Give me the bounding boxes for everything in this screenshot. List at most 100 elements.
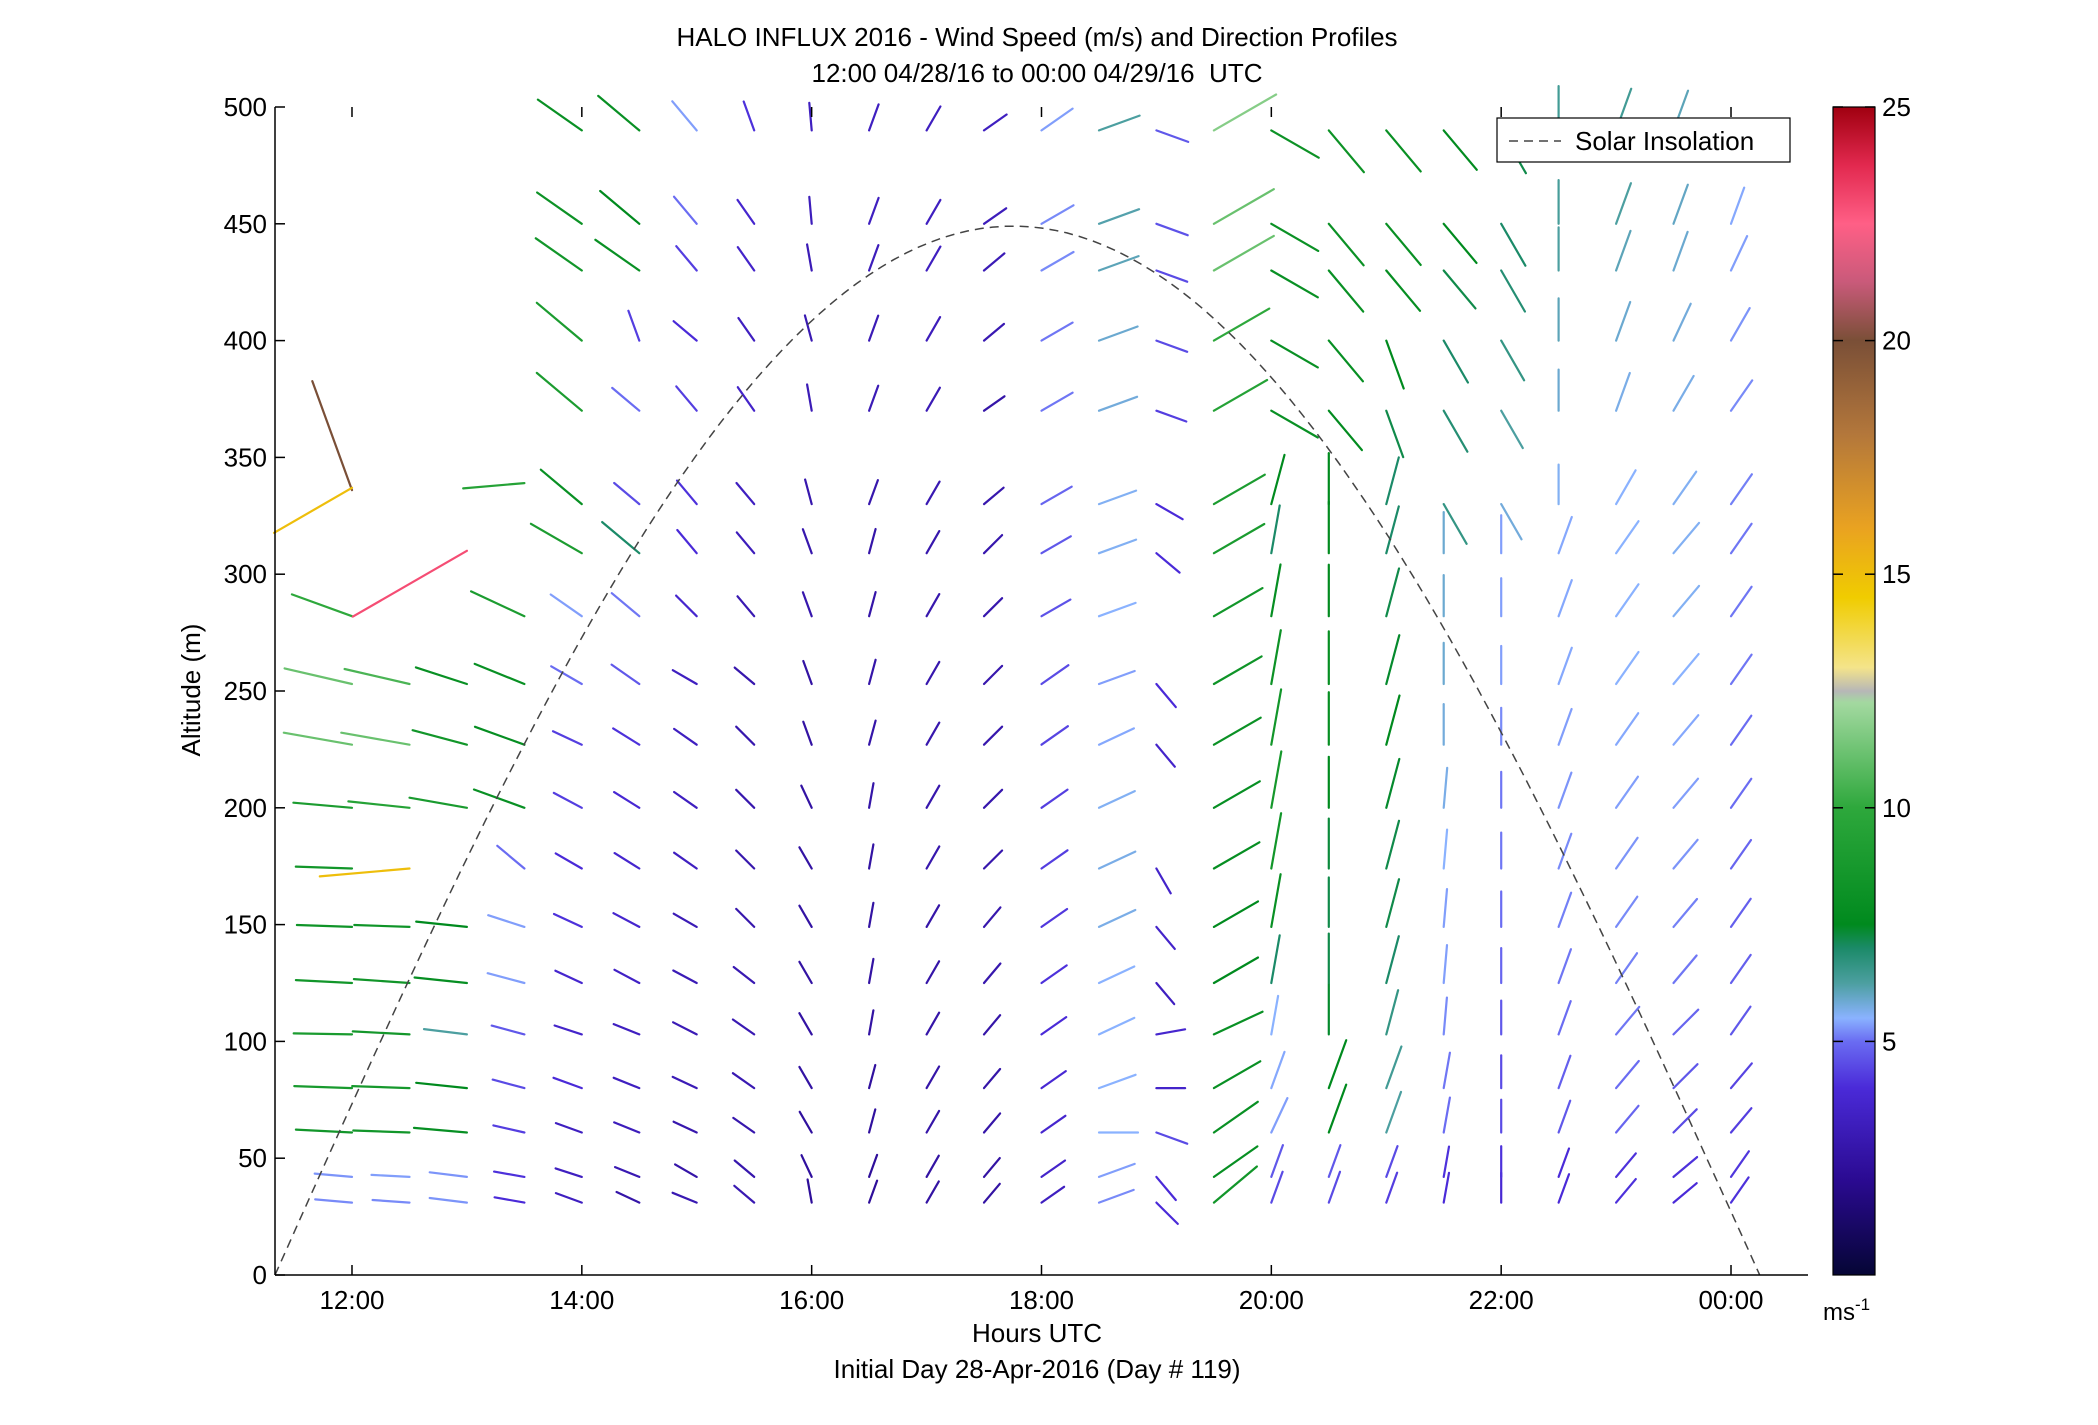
wind-vector (1672, 1155, 1699, 1179)
wind-vector (597, 94, 641, 132)
wind-vector (1270, 812, 1283, 870)
wind-vector (611, 386, 641, 412)
wind-vector (1040, 1114, 1067, 1134)
wind-vector (1442, 409, 1469, 453)
wind-vector (295, 923, 354, 929)
wind-vector (534, 237, 583, 272)
wind-vector (1385, 634, 1401, 686)
wind-vector (735, 788, 756, 809)
wind-vector (1040, 664, 1070, 686)
wind-vector (1614, 650, 1640, 686)
wind-vector (422, 1027, 468, 1036)
wind-vector (982, 788, 1004, 809)
wind-vector (982, 533, 1004, 555)
wind-vector (1385, 269, 1422, 312)
wind-vector (1040, 725, 1070, 746)
wind-vector (294, 978, 354, 985)
wind-vector (1270, 409, 1319, 439)
wind-vector (801, 528, 813, 555)
wind-vector (1327, 129, 1366, 174)
wind-vector (529, 522, 583, 555)
wind-vector (1729, 1005, 1752, 1036)
wind-vector (283, 667, 354, 686)
wind-vector (731, 1018, 756, 1036)
wind-vector (673, 1163, 698, 1179)
wind-vector (1327, 409, 1364, 452)
wind-vector (472, 788, 526, 809)
wind-vector (612, 1076, 641, 1090)
wind-vector (1729, 1107, 1753, 1134)
wind-vector (1270, 1143, 1285, 1179)
wind-vector (1672, 714, 1700, 746)
wind-vector (925, 960, 941, 985)
wind-vector (808, 195, 813, 225)
wind-vector (1557, 832, 1573, 870)
wind-vector (1614, 775, 1640, 809)
wind-vector (1614, 469, 1637, 506)
wind-vector (473, 725, 526, 746)
y-tick-label: 200 (224, 793, 267, 823)
wind-vector (415, 1081, 468, 1090)
colorbar-gradient (1832, 106, 1876, 1276)
wind-vector (1729, 838, 1753, 870)
wind-vector (1270, 629, 1282, 686)
wind-vector (1040, 849, 1069, 870)
wind-vector (1672, 521, 1701, 555)
wind-vector (1442, 129, 1478, 171)
wind-vector (1040, 1015, 1068, 1036)
wind-vector (1097, 601, 1137, 618)
wind-vector (1729, 307, 1751, 342)
wind-vector (925, 904, 941, 929)
wind-vector (1729, 953, 1752, 985)
wind-vector (671, 1021, 698, 1036)
colorbar-unit: ms (1823, 1299, 1855, 1326)
wind-vector (1212, 956, 1260, 985)
wind-vector (802, 720, 813, 746)
wind-vector (1097, 789, 1136, 809)
wind-vector (675, 385, 698, 412)
x-tick-label: 20:00 (1239, 1285, 1304, 1315)
wind-vector (1614, 182, 1633, 225)
wind-vector (982, 1156, 1001, 1179)
wind-vector (627, 309, 641, 342)
wind-vector (610, 592, 641, 618)
wind-vector (867, 527, 877, 555)
wind-vector (925, 480, 941, 506)
wind-vector (1212, 900, 1260, 929)
wind-vector (925, 245, 942, 272)
wind-vector (1097, 1016, 1136, 1036)
wind-vector (1557, 646, 1573, 686)
wind-vector (1270, 1050, 1286, 1090)
wind-vector (1327, 1039, 1348, 1090)
wind-vector (599, 189, 641, 225)
wind-vector (371, 1198, 411, 1204)
wind-vector (1155, 867, 1172, 895)
wind-vector (353, 923, 411, 929)
y-tick-label: 150 (224, 910, 267, 940)
wind-vector (1212, 93, 1278, 132)
wind-vector (552, 912, 583, 929)
wind-vector (1385, 819, 1401, 870)
wind-vector (1614, 836, 1639, 870)
wind-vector (803, 478, 813, 506)
wind-vector (1270, 750, 1283, 809)
wind-vector (1155, 552, 1181, 574)
wind-vector (1614, 371, 1631, 412)
x-tick-label: 16:00 (779, 1285, 844, 1315)
y-tick-label: 250 (224, 676, 267, 706)
wind-vector (1327, 1170, 1342, 1204)
wind-vector (867, 1063, 877, 1090)
wind-vector (1327, 1143, 1342, 1179)
wind-vector (1729, 186, 1746, 225)
wind-vector (490, 1024, 526, 1036)
wind-vector (867, 1179, 879, 1204)
wind-vector (798, 960, 813, 985)
wind-vector (612, 790, 641, 809)
wind-vector (798, 1012, 813, 1036)
wind-vector (1155, 1201, 1179, 1226)
wind-vector (1672, 1108, 1698, 1134)
colorbar-ticks: 5 10 15 20 25 (1833, 92, 1911, 1056)
wind-vector (1442, 339, 1470, 384)
wind-vector (1270, 339, 1319, 369)
wind-vector (352, 1129, 411, 1134)
